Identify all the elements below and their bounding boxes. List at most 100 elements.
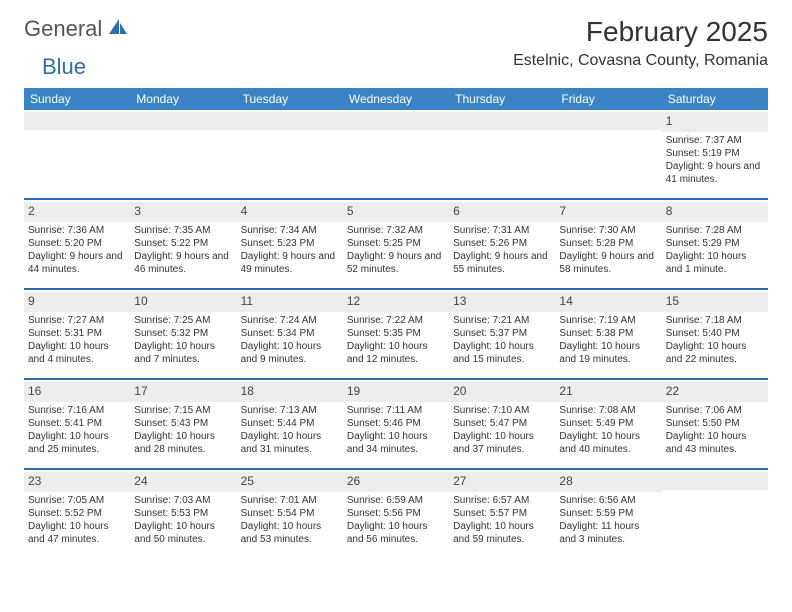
daylight-text: Daylight: 10 hours and 19 minutes.	[559, 340, 657, 366]
sunrise-text: Sunrise: 7:25 AM	[134, 314, 232, 327]
daylight-text: Daylight: 10 hours and 4 minutes.	[28, 340, 126, 366]
daylight-text: Daylight: 9 hours and 55 minutes.	[453, 250, 551, 276]
sunset-text: Sunset: 5:46 PM	[347, 417, 445, 430]
day-cell: 13 Sunrise: 7:21 AMSunset: 5:37 PMDayligh…	[449, 290, 555, 378]
daylight-text: Daylight: 10 hours and 40 minutes.	[559, 430, 657, 456]
sunrise-text: Sunrise: 7:35 AM	[134, 224, 232, 237]
day-info: Sunrise: 7:31 AMSunset: 5:26 PMDaylight:…	[453, 224, 551, 276]
day-number: 28	[555, 472, 661, 492]
day-number: 5	[343, 202, 449, 222]
sunrise-text: Sunrise: 7:22 AM	[347, 314, 445, 327]
day-info: Sunrise: 7:16 AMSunset: 5:41 PMDaylight:…	[28, 404, 126, 456]
daylight-text: Daylight: 9 hours and 41 minutes.	[666, 160, 764, 186]
day-number: 19	[343, 382, 449, 402]
day-number: 6	[449, 202, 555, 222]
day-number: 26	[343, 472, 449, 492]
sunset-text: Sunset: 5:54 PM	[241, 507, 339, 520]
day-info: Sunrise: 7:18 AMSunset: 5:40 PMDaylight:…	[666, 314, 764, 366]
sunset-text: Sunset: 5:44 PM	[241, 417, 339, 430]
sunrise-text: Sunrise: 6:59 AM	[347, 494, 445, 507]
week-row: 1Sunrise: 7:37 AMSunset: 5:19 PMDaylight…	[24, 110, 768, 200]
day-number: 13	[449, 292, 555, 312]
sunset-text: Sunset: 5:52 PM	[28, 507, 126, 520]
day-cell	[24, 110, 130, 198]
day-number: 17	[130, 382, 236, 402]
day-info: Sunrise: 6:56 AMSunset: 5:59 PMDaylight:…	[559, 494, 657, 546]
sunrise-text: Sunrise: 7:34 AM	[241, 224, 339, 237]
day-info: Sunrise: 7:01 AMSunset: 5:54 PMDaylight:…	[241, 494, 339, 546]
empty-day-band	[237, 112, 343, 130]
day-number: 16	[24, 382, 130, 402]
sunrise-text: Sunrise: 7:16 AM	[28, 404, 126, 417]
empty-day-band	[343, 112, 449, 130]
empty-day-band	[24, 112, 130, 130]
day-cell: 5Sunrise: 7:32 AMSunset: 5:25 PMDaylight…	[343, 200, 449, 288]
daylight-text: Daylight: 10 hours and 15 minutes.	[453, 340, 551, 366]
day-cell	[130, 110, 236, 198]
daylight-text: Daylight: 10 hours and 9 minutes.	[241, 340, 339, 366]
week-row: 9Sunrise: 7:27 AMSunset: 5:31 PMDaylight…	[24, 290, 768, 380]
sunrise-text: Sunrise: 7:31 AM	[453, 224, 551, 237]
sunset-text: Sunset: 5:34 PM	[241, 327, 339, 340]
sunset-text: Sunset: 5:29 PM	[666, 237, 764, 250]
day-info: Sunrise: 7:36 AMSunset: 5:20 PMDaylight:…	[28, 224, 126, 276]
day-cell: 15Sunrise: 7:18 AMSunset: 5:40 PMDayligh…	[662, 290, 768, 378]
day-number: 14	[555, 292, 661, 312]
day-cell	[662, 470, 768, 558]
day-cell: 1Sunrise: 7:37 AMSunset: 5:19 PMDaylight…	[662, 110, 768, 198]
sunrise-text: Sunrise: 7:37 AM	[666, 134, 764, 147]
sunrise-text: Sunrise: 7:19 AM	[559, 314, 657, 327]
sunrise-text: Sunrise: 6:56 AM	[559, 494, 657, 507]
daylight-text: Daylight: 9 hours and 52 minutes.	[347, 250, 445, 276]
day-info: Sunrise: 7:28 AMSunset: 5:29 PMDaylight:…	[666, 224, 764, 276]
day-number: 15	[662, 292, 768, 312]
sunrise-text: Sunrise: 7:21 AM	[453, 314, 551, 327]
day-number: 23	[24, 472, 130, 492]
day-info: Sunrise: 7:22 AMSunset: 5:35 PMDaylight:…	[347, 314, 445, 366]
sunset-text: Sunset: 5:38 PM	[559, 327, 657, 340]
day-info: Sunrise: 7:25 AMSunset: 5:32 PMDaylight:…	[134, 314, 232, 366]
day-cell: 17 Sunrise: 7:15 AMSunset: 5:43 PMDayligh…	[130, 380, 236, 468]
sunrise-text: Sunrise: 7:15 AM	[134, 404, 232, 417]
day-cell: 26Sunrise: 6:59 AMSunset: 5:56 PMDayligh…	[343, 470, 449, 558]
day-cell: 25Sunrise: 7:01 AMSunset: 5:54 PMDayligh…	[237, 470, 343, 558]
daylight-text: Daylight: 10 hours and 34 minutes.	[347, 430, 445, 456]
day-number: 25	[237, 472, 343, 492]
empty-day-band	[662, 472, 768, 490]
location-subtitle: Estelnic, Covasna County, Romania	[513, 52, 768, 70]
sunset-text: Sunset: 5:28 PM	[559, 237, 657, 250]
day-number: 24	[130, 472, 236, 492]
day-number: 10	[130, 292, 236, 312]
sunset-text: Sunset: 5:37 PM	[453, 327, 551, 340]
day-cell: 20Sunrise: 7:10 AMSunset: 5:47 PMDayligh…	[449, 380, 555, 468]
sunset-text: Sunset: 5:35 PM	[347, 327, 445, 340]
sunset-text: Sunset: 5:57 PM	[453, 507, 551, 520]
day-number: 4	[237, 202, 343, 222]
day-number: 18	[237, 382, 343, 402]
daylight-text: Daylight: 10 hours and 28 minutes.	[134, 430, 232, 456]
day-info: Sunrise: 7:32 AMSunset: 5:25 PMDaylight:…	[347, 224, 445, 276]
sunset-text: Sunset: 5:43 PM	[134, 417, 232, 430]
day-cell	[343, 110, 449, 198]
daylight-text: Daylight: 9 hours and 44 minutes.	[28, 250, 126, 276]
sunrise-text: Sunrise: 7:18 AM	[666, 314, 764, 327]
day-number: 12	[343, 292, 449, 312]
daylight-text: Daylight: 10 hours and 7 minutes.	[134, 340, 232, 366]
day-info: Sunrise: 7:19 AMSunset: 5:38 PMDaylight:…	[559, 314, 657, 366]
day-cell	[449, 110, 555, 198]
day-number: 1	[662, 112, 768, 132]
day-cell: 9Sunrise: 7:27 AMSunset: 5:31 PMDaylight…	[24, 290, 130, 378]
sunset-text: Sunset: 5:50 PM	[666, 417, 764, 430]
empty-day-band	[555, 112, 661, 130]
sunrise-text: Sunrise: 7:30 AM	[559, 224, 657, 237]
day-cell: 22Sunrise: 7:06 AMSunset: 5:50 PMDayligh…	[662, 380, 768, 468]
day-info: Sunrise: 6:57 AMSunset: 5:57 PMDaylight:…	[453, 494, 551, 546]
day-info: Sunrise: 7:24 AMSunset: 5:34 PMDaylight:…	[241, 314, 339, 366]
day-cell: 19Sunrise: 7:11 AMSunset: 5:46 PMDayligh…	[343, 380, 449, 468]
sunset-text: Sunset: 5:19 PM	[666, 147, 764, 160]
day-info: Sunrise: 7:37 AMSunset: 5:19 PMDaylight:…	[666, 134, 764, 186]
sunset-text: Sunset: 5:56 PM	[347, 507, 445, 520]
sunset-text: Sunset: 5:41 PM	[28, 417, 126, 430]
day-cell: 11Sunrise: 7:24 AMSunset: 5:34 PMDayligh…	[237, 290, 343, 378]
daylight-text: Daylight: 10 hours and 31 minutes.	[241, 430, 339, 456]
